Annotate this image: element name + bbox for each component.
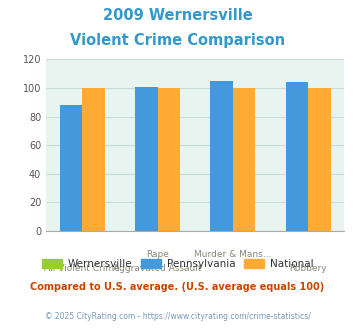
Text: Robbery: Robbery bbox=[289, 264, 327, 273]
Bar bbox=[308, 88, 331, 231]
Text: All Violent Crime: All Violent Crime bbox=[44, 264, 120, 273]
Bar bbox=[82, 88, 105, 231]
Text: 2009 Wernersville: 2009 Wernersville bbox=[103, 8, 252, 23]
Text: Aggravated Assault: Aggravated Assault bbox=[113, 264, 202, 273]
Bar bbox=[158, 88, 180, 231]
Bar bbox=[135, 86, 158, 231]
Bar bbox=[286, 82, 308, 231]
Legend: Wernersville, Pennsylvania, National: Wernersville, Pennsylvania, National bbox=[38, 254, 317, 273]
Text: Violent Crime Comparison: Violent Crime Comparison bbox=[70, 33, 285, 48]
Bar bbox=[210, 81, 233, 231]
Bar bbox=[233, 88, 256, 231]
Bar bbox=[60, 105, 82, 231]
Text: © 2025 CityRating.com - https://www.cityrating.com/crime-statistics/: © 2025 CityRating.com - https://www.city… bbox=[45, 312, 310, 321]
Text: Murder & Mans...: Murder & Mans... bbox=[194, 250, 272, 259]
Text: Compared to U.S. average. (U.S. average equals 100): Compared to U.S. average. (U.S. average … bbox=[31, 282, 324, 292]
Text: Rape: Rape bbox=[146, 250, 169, 259]
